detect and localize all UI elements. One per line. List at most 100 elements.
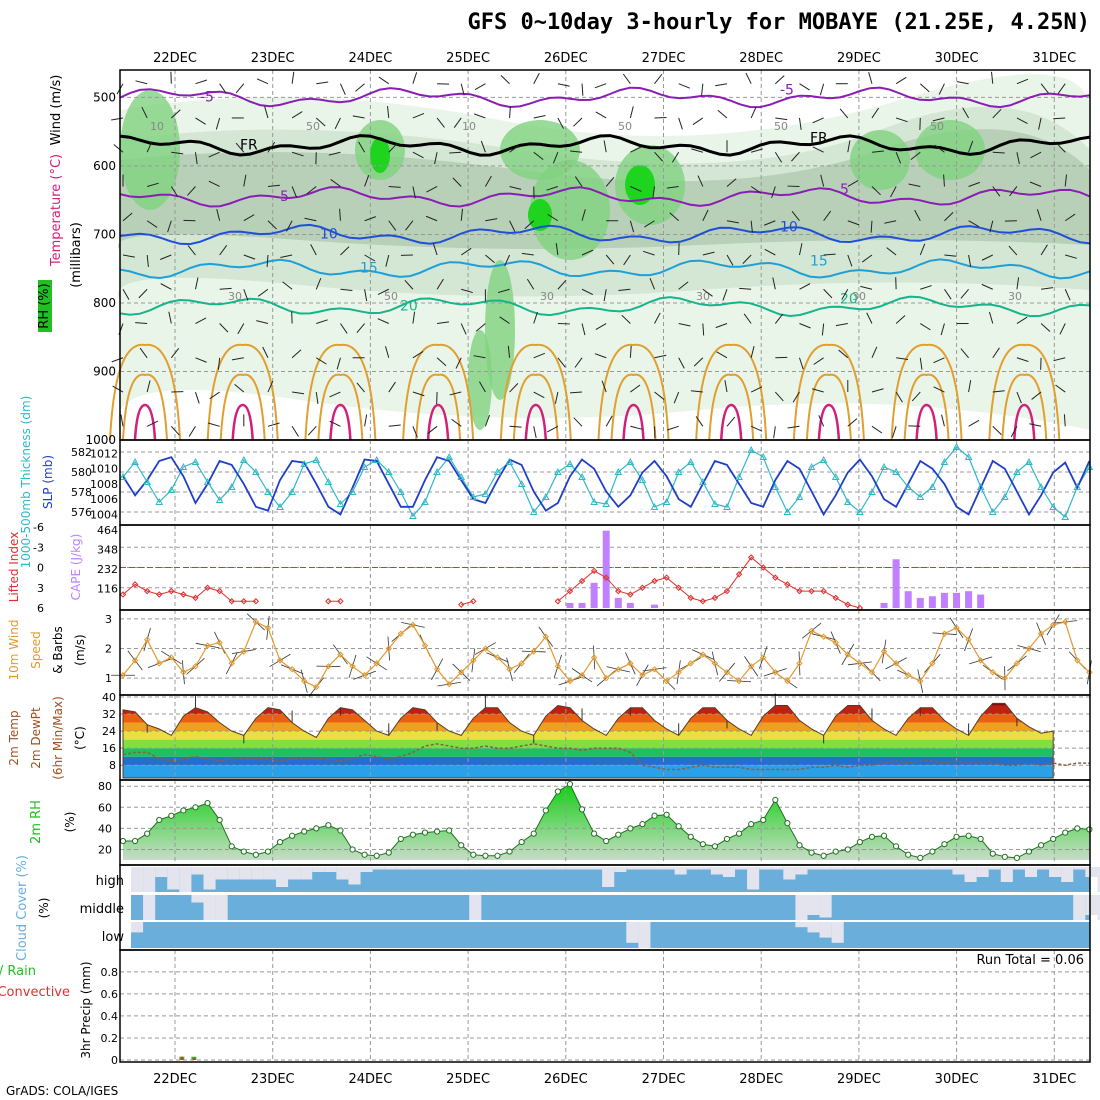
pressure-tick-label: 800 [93, 296, 116, 310]
wind-speed-point [675, 669, 682, 676]
cloud-high-cell [626, 867, 639, 870]
wind-barb [968, 181, 981, 187]
wind-speed-point [433, 666, 441, 673]
wind-barb [992, 151, 1005, 154]
cloud-low-cell [638, 922, 651, 948]
rh-point [748, 821, 755, 828]
cloud-high-cell [686, 867, 699, 870]
wind-barb [603, 140, 607, 153]
wind-barb [1040, 83, 1049, 94]
wind-barb [630, 384, 641, 393]
lifted-index-point [627, 591, 634, 598]
wind-barb [460, 247, 472, 256]
cloud-high-cell [179, 867, 192, 892]
thickness-point [239, 455, 248, 463]
cloud-high-cell [553, 867, 566, 870]
cloud-high-cell [867, 867, 880, 870]
wind-barb [434, 152, 438, 165]
wind-speed-point [760, 654, 767, 661]
wind-barb [895, 117, 908, 123]
cloud-middle-cell [191, 895, 204, 903]
cloud-high-cell [517, 867, 530, 870]
cloud-level-label: low [102, 930, 125, 945]
wind-barb [146, 420, 159, 427]
temp-color-band [123, 765, 1054, 778]
wind-barb [304, 217, 317, 222]
rh-point [313, 825, 320, 832]
thickness-point [988, 507, 997, 515]
wind-barb [480, 140, 486, 153]
wind-barb [316, 81, 329, 85]
lifted-index-point [784, 581, 791, 588]
wind-barb [992, 425, 1002, 435]
cloud-high-cell [614, 867, 627, 872]
rh-point [965, 832, 972, 839]
wind-barb [750, 346, 755, 358]
rh-point [264, 848, 272, 855]
temp-color-band [123, 739, 1054, 749]
wind-barb [920, 285, 932, 290]
wind-barb [1016, 78, 1029, 85]
lifted-index-point [820, 587, 827, 595]
cloud-high-cell [131, 867, 144, 892]
rh-point [796, 842, 803, 849]
wind-barb [605, 254, 615, 265]
wind-barb [724, 380, 728, 393]
lifted-index-point [832, 594, 839, 602]
wind-barb [557, 280, 567, 290]
wind-barb [811, 388, 824, 393]
thickness-point [856, 507, 864, 515]
lifted-index-point [252, 598, 260, 605]
rh-point [1050, 835, 1057, 843]
wind-speed-point [784, 677, 791, 685]
wind-barb [378, 76, 390, 85]
wind-barb [573, 417, 583, 427]
wind-barb [412, 72, 418, 84]
rh-point [941, 841, 948, 848]
wind-barb [669, 212, 680, 222]
wind-barb [356, 382, 365, 393]
wind-barb [581, 249, 594, 256]
cape-bar [965, 591, 973, 608]
rh-tick-label: 60 [98, 801, 112, 814]
date-label-bottom: 27DEC [642, 1072, 686, 1087]
rh-point [711, 843, 719, 850]
wind-barb [282, 281, 293, 290]
lifted-index-point [337, 598, 344, 605]
isotherm-30 [219, 373, 266, 441]
wind-barb [533, 391, 545, 399]
wind-speed-point [929, 660, 936, 667]
rh-tick-label: 40 [98, 822, 112, 835]
thickness-point [1061, 512, 1070, 520]
wind-speed-point [325, 663, 332, 670]
wind-barb [622, 73, 631, 84]
wind-barb [968, 380, 972, 393]
wind-speed-point [1025, 645, 1033, 652]
isotherm-FR [119, 134, 1091, 157]
wind-barb [914, 209, 921, 221]
isotherm-label: 5 [840, 182, 849, 198]
lifted-index-tick-label: 0 [37, 562, 44, 575]
date-label-bottom: 25DEC [446, 1072, 490, 1087]
cloud-level-label: middle [80, 902, 124, 917]
wind-barb [473, 355, 486, 359]
temp-color-band [123, 756, 1054, 766]
rh-point [361, 851, 368, 858]
wind-barb [623, 254, 631, 266]
wind-barb [678, 281, 689, 290]
rh-point [349, 846, 356, 853]
lifted-index-point [772, 574, 779, 581]
rh-point [373, 852, 380, 859]
thickness-point [795, 492, 804, 500]
rh-point [820, 852, 827, 859]
wind-barb [243, 254, 256, 260]
rh-point [409, 831, 417, 838]
wind-barb [195, 117, 206, 125]
wind-barb [485, 218, 498, 222]
date-label-bottom: 26DEC [544, 1072, 588, 1087]
wind-barb [750, 386, 763, 393]
wind-barb [432, 243, 438, 256]
cape-bar [892, 559, 900, 608]
wind-barb [146, 141, 153, 153]
rh-point [784, 820, 791, 827]
